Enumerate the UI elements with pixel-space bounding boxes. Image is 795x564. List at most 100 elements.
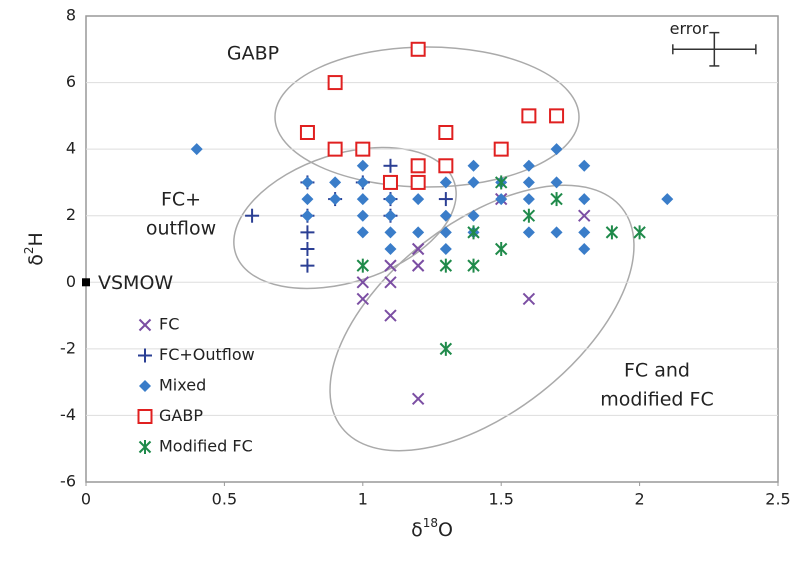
marker-stroke bbox=[411, 259, 425, 272]
data-point bbox=[467, 209, 480, 222]
data-point bbox=[301, 209, 314, 222]
data-point bbox=[578, 193, 591, 206]
data-point bbox=[383, 158, 398, 173]
reference-label: VSMOW bbox=[98, 272, 173, 294]
data-point bbox=[299, 125, 315, 140]
y-tick-label: 2 bbox=[66, 205, 76, 224]
x-tick-label: 1 bbox=[358, 490, 368, 509]
marker-stroke bbox=[411, 392, 425, 405]
data-point bbox=[549, 108, 565, 124]
annotation: GABP bbox=[227, 43, 279, 65]
data-point bbox=[190, 143, 203, 156]
ylabel-axis-label: δ2H bbox=[22, 232, 47, 266]
data-point bbox=[411, 242, 425, 256]
marker-shape bbox=[438, 125, 454, 140]
marker-shape bbox=[410, 158, 426, 174]
x-tick-label: 2 bbox=[635, 490, 645, 509]
marker-shape bbox=[522, 226, 535, 239]
marker-shape bbox=[495, 193, 508, 206]
data-point bbox=[494, 242, 508, 256]
marker-shape bbox=[439, 243, 452, 255]
marker-shape bbox=[356, 209, 369, 222]
marker-shape bbox=[355, 141, 371, 157]
marker-shape bbox=[467, 159, 480, 172]
data-point bbox=[356, 193, 369, 206]
marker-stroke bbox=[138, 318, 152, 332]
data-point bbox=[522, 159, 535, 172]
marker-shape bbox=[139, 380, 151, 392]
marker-stroke bbox=[411, 242, 425, 256]
marker-shape bbox=[356, 176, 369, 189]
data-point bbox=[550, 226, 563, 239]
data-point bbox=[467, 225, 480, 240]
legend-label: Modified FC bbox=[159, 437, 253, 456]
x-tick-label: 0 bbox=[81, 490, 91, 509]
y-tick-label: -4 bbox=[60, 405, 76, 424]
data-point bbox=[384, 259, 397, 272]
marker-shape bbox=[522, 176, 535, 189]
marker-shape bbox=[578, 193, 591, 206]
data-point bbox=[356, 292, 370, 306]
marker-stroke bbox=[356, 276, 370, 289]
marker-shape bbox=[356, 159, 369, 172]
marker-shape bbox=[329, 176, 342, 189]
marker-shape bbox=[382, 174, 398, 190]
legend-marker bbox=[138, 348, 152, 363]
marker-shape bbox=[384, 243, 397, 255]
data-point bbox=[384, 193, 397, 206]
marker-stroke bbox=[522, 292, 536, 306]
marker-shape bbox=[438, 158, 454, 174]
group-ellipse bbox=[329, 184, 635, 452]
data-point bbox=[301, 176, 314, 189]
marker-shape bbox=[410, 41, 426, 57]
data-point bbox=[329, 176, 342, 189]
y-tick-label: 8 bbox=[66, 6, 76, 25]
data-point bbox=[356, 258, 370, 273]
data-point bbox=[522, 226, 535, 239]
data-point bbox=[521, 108, 537, 124]
marker-stroke bbox=[578, 209, 591, 222]
data-point bbox=[245, 208, 260, 223]
data-point bbox=[410, 174, 426, 190]
data-point bbox=[438, 125, 454, 140]
data-point bbox=[467, 176, 480, 189]
marker-shape bbox=[384, 226, 397, 239]
marker-shape bbox=[301, 209, 314, 222]
data-point bbox=[495, 193, 508, 206]
marker-shape bbox=[301, 176, 314, 189]
marker-shape bbox=[522, 159, 535, 172]
ylabel-label-part: δ bbox=[25, 254, 47, 266]
legend-marker bbox=[138, 318, 152, 332]
error-label: error bbox=[670, 19, 709, 38]
marker-stroke bbox=[384, 276, 397, 289]
group-ellipse bbox=[274, 46, 580, 188]
marker-shape bbox=[550, 226, 563, 239]
marker-shape bbox=[356, 193, 369, 206]
data-point bbox=[522, 176, 535, 189]
data-point bbox=[384, 209, 397, 222]
data-point bbox=[550, 143, 563, 156]
marker-shape bbox=[384, 193, 397, 206]
xlabel-label-part: δ bbox=[411, 519, 423, 541]
marker-shape bbox=[467, 176, 480, 189]
marker-shape bbox=[137, 409, 153, 424]
y-tick-label: 4 bbox=[66, 139, 76, 158]
marker-shape bbox=[578, 159, 591, 172]
data-point bbox=[578, 243, 591, 255]
marker-shape bbox=[550, 143, 563, 156]
marker-shape bbox=[190, 143, 203, 156]
legend-label: Mixed bbox=[159, 376, 206, 395]
data-point bbox=[439, 209, 452, 222]
data-point bbox=[384, 226, 397, 239]
data-point bbox=[410, 158, 426, 174]
marker-stroke bbox=[356, 292, 370, 306]
marker-shape bbox=[661, 193, 674, 206]
data-point bbox=[439, 176, 452, 189]
ylabel-label-part: H bbox=[25, 232, 47, 246]
data-point bbox=[494, 175, 508, 190]
data-point bbox=[384, 276, 397, 289]
marker-shape bbox=[329, 193, 342, 206]
legend-marker bbox=[138, 440, 152, 454]
data-point bbox=[327, 141, 343, 157]
